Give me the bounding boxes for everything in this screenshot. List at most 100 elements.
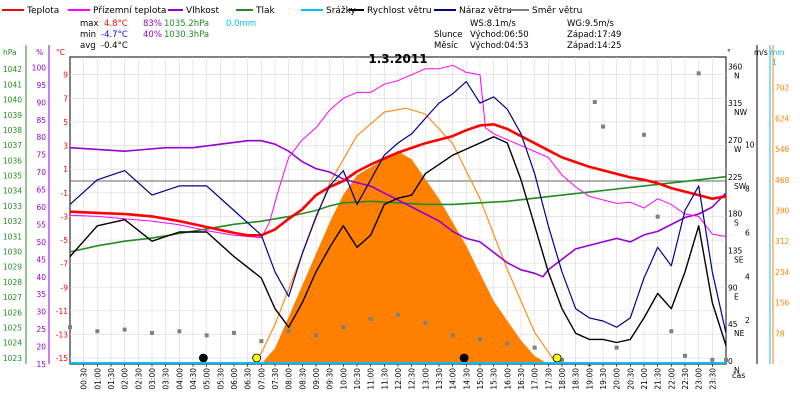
hpa-tick-label: 1038 <box>3 126 22 135</box>
info-moonset: Západ:14:25 <box>567 41 621 51</box>
wind-direction-point <box>669 329 674 334</box>
x-tick-label: 17:00 <box>531 368 540 390</box>
direction-compass-label: NE <box>734 329 745 338</box>
wind-direction-point <box>601 124 605 129</box>
wind-direction-point <box>286 329 291 334</box>
stat-min-hum: 40% <box>143 30 162 40</box>
info-ws: WS:8.1m/s <box>470 19 516 29</box>
wind-direction-point <box>724 357 728 362</box>
pct-tick-label: 45 <box>36 255 46 264</box>
x-tick-label: 19:30 <box>599 368 608 390</box>
wm-tick-label: 234 <box>775 268 790 277</box>
stat-min-temp: -4.7°C <box>101 30 128 40</box>
wind-direction-point <box>341 325 346 330</box>
pct-unit: % <box>36 48 43 57</box>
stat-max-hum: 83% <box>143 19 162 29</box>
info-wg: WG:9.5m/s <box>567 19 615 29</box>
x-tick-label: 02:00 <box>121 368 130 390</box>
pct-tick-label: 75 <box>36 151 46 160</box>
hpa-tick-label: 1033 <box>3 202 22 211</box>
pct-tick-label: 100 <box>32 63 47 72</box>
info-sun-label: Slunce <box>434 30 462 40</box>
wind-direction-point <box>683 353 687 358</box>
info-sunrise: Východ:06:50 <box>470 30 529 40</box>
hpa-tick-label: 1037 <box>3 141 22 150</box>
pct-tick-label: 25 <box>36 325 46 334</box>
x-tick-label: 23:00 <box>695 368 704 390</box>
x-tick-label: 04:30 <box>189 368 198 390</box>
hpa-tick-label: 1027 <box>3 293 22 302</box>
direction-compass-label: N <box>734 71 740 80</box>
x-tick-label: 18:30 <box>572 368 581 390</box>
x-tick-label: 22:00 <box>667 368 676 390</box>
hpa-tick-label: 1040 <box>3 96 22 105</box>
wind-direction-point <box>560 357 564 362</box>
stat-min-press: 1030.3hPa <box>164 30 209 40</box>
ms-unit: m/s <box>754 48 768 57</box>
legend-label: Vlhkost <box>186 6 219 16</box>
pct-tick-label: 70 <box>36 168 46 177</box>
x-tick-label: 22:30 <box>681 368 690 390</box>
ms-tick-label: 10 <box>745 141 755 150</box>
pct-tick-label: 40 <box>36 273 46 282</box>
direction-degree-label: 360 <box>728 62 743 71</box>
astro-info: WS:8.1m/s WG:9.5m/s Slunce Východ:06:50 … <box>434 19 621 51</box>
c-tick-label: -3 <box>61 212 69 221</box>
hpa-tick-label: 1032 <box>3 217 22 226</box>
hpa-tick-label: 1035 <box>3 172 22 181</box>
wind-direction-point <box>710 357 715 362</box>
wind-direction-point <box>423 321 428 326</box>
legend-label: Náraz větru <box>459 6 512 16</box>
wind-direction-point <box>450 333 455 338</box>
x-tick-label: 11:30 <box>380 368 389 390</box>
c-tick-label: 1 <box>63 165 68 174</box>
sunset-marker <box>552 353 562 363</box>
c-tick-label: 3 <box>63 142 68 151</box>
x-tick-label: 00:30 <box>80 368 89 390</box>
x-axis: 00:30 01:00 01:30 02:00 02:30 03:00 03:30 04:00… <box>80 364 717 390</box>
wind-direction-point <box>68 325 72 330</box>
x-tick-label: 11:00 <box>367 368 376 390</box>
hpa-tick-label: 1026 <box>3 308 22 317</box>
hpa-tick-label: 1024 <box>3 339 22 348</box>
x-tick-label: 20:00 <box>613 368 622 390</box>
x-tick-label: 23:30 <box>708 368 717 390</box>
direction-degree-label: 180 <box>728 210 743 219</box>
moonset-marker <box>459 353 469 363</box>
wind-direction-point <box>368 316 373 321</box>
direction-degree-label: 270 <box>728 136 743 145</box>
wind-direction-point <box>696 71 701 76</box>
ground-temperature-line <box>69 64 727 239</box>
ms-tick-label: 8 <box>745 185 750 194</box>
pct-tick-label: 30 <box>36 308 46 317</box>
wind-direction-point <box>259 339 264 344</box>
ms-tick-label: 6 <box>745 228 750 237</box>
x-tick-label: 13:00 <box>421 368 430 390</box>
wind-direction-point <box>396 312 400 317</box>
c-tick-label: -1 <box>61 189 69 198</box>
wind-direction-point <box>642 132 646 137</box>
solar-area <box>261 151 549 364</box>
direction-compass-label: SE <box>734 255 744 264</box>
wm-tick-label: 546 <box>775 145 790 154</box>
legend-label: Teplota <box>26 6 59 16</box>
x-tick-label: 08:00 <box>285 368 294 390</box>
hpa-tick-label: 1028 <box>3 278 22 287</box>
line-series <box>69 64 727 346</box>
pct-tick-label: 95 <box>36 81 46 90</box>
x-tick-label: 09:30 <box>326 368 335 390</box>
wm-tick-label: 156 <box>775 299 790 308</box>
c-unit: °C <box>56 48 65 57</box>
legend: Teplota Přízemní teplota Vlhkost Tlak Srážky… <box>2 6 582 16</box>
wm-tick-label: 468 <box>775 176 790 185</box>
direction-compass-label: W <box>734 145 742 154</box>
x-tick-label: 14:00 <box>449 368 458 390</box>
info-sunset: Západ:17:49 <box>567 30 621 40</box>
direction-degree-label: 135 <box>728 246 743 255</box>
legend-label: Srážky <box>326 6 357 16</box>
x-tick-label: 04:00 <box>175 368 184 390</box>
pct-tick-label: 80 <box>36 133 46 142</box>
hpa-tick-label: 1042 <box>3 65 22 74</box>
x-tick-label: 10:00 <box>339 368 348 390</box>
wind-direction-point <box>177 329 182 334</box>
